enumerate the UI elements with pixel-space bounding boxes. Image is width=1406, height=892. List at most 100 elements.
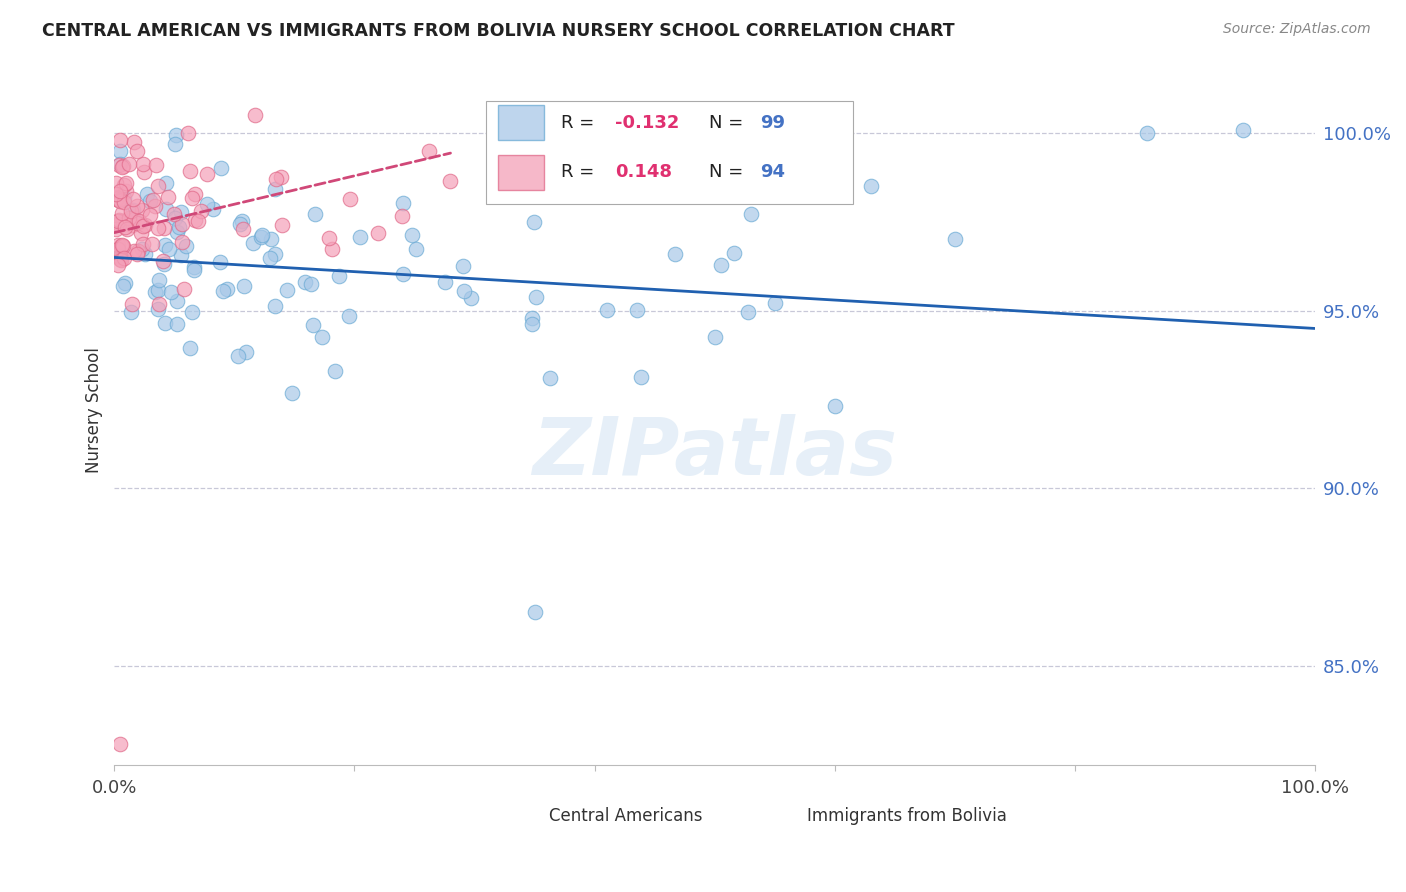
Point: [169, 204, 191, 219]
Point: [763, 296, 786, 310]
Point: [165, 137, 187, 152]
Text: 99: 99: [761, 113, 785, 132]
Point: [146, 179, 169, 194]
Point: [155, 176, 177, 190]
Point: [114, 220, 136, 235]
Point: [337, 309, 360, 323]
Text: N =: N =: [709, 113, 748, 132]
Point: [108, 194, 131, 208]
Point: [280, 386, 302, 401]
Point: [112, 279, 135, 293]
Point: [107, 258, 129, 272]
Point: [163, 211, 186, 225]
Point: [160, 285, 183, 299]
Point: [177, 126, 200, 140]
Point: [141, 237, 163, 252]
Point: [737, 305, 759, 319]
Text: Immigrants from Bolivia: Immigrants from Bolivia: [807, 807, 1007, 825]
Point: [299, 277, 322, 291]
Point: [121, 218, 143, 232]
Point: [231, 214, 253, 228]
Point: [195, 196, 218, 211]
Point: [155, 202, 177, 216]
Point: [228, 217, 250, 231]
Point: [1136, 126, 1159, 140]
Point: [110, 184, 132, 198]
Point: [710, 258, 733, 272]
Text: -0.132: -0.132: [614, 113, 679, 132]
Text: N =: N =: [709, 163, 748, 181]
Point: [125, 246, 148, 260]
Point: [276, 283, 298, 297]
Point: [143, 198, 166, 212]
Point: [259, 232, 281, 246]
Text: 0.148: 0.148: [614, 163, 672, 181]
Point: [107, 238, 129, 252]
Point: [110, 239, 132, 253]
Point: [183, 213, 205, 227]
Point: [134, 247, 156, 261]
Y-axis label: Nursery School: Nursery School: [86, 347, 103, 473]
Point: [108, 217, 131, 231]
Point: [321, 242, 343, 256]
Point: [190, 204, 212, 219]
Point: [460, 291, 482, 305]
Point: [108, 252, 131, 267]
Point: [105, 217, 128, 231]
Point: [110, 144, 132, 158]
Point: [232, 222, 254, 236]
Point: [112, 178, 135, 193]
Point: [115, 222, 138, 236]
Point: [264, 171, 287, 186]
Point: [139, 209, 162, 223]
Point: [433, 275, 456, 289]
Point: [318, 230, 340, 244]
Point: [107, 214, 129, 228]
Point: [233, 279, 256, 293]
Point: [129, 226, 152, 240]
Point: [165, 128, 187, 142]
Point: [252, 228, 274, 243]
Point: [167, 219, 190, 234]
Point: [235, 344, 257, 359]
Point: [111, 238, 134, 252]
Point: [523, 215, 546, 229]
Point: [112, 214, 135, 228]
Point: [114, 184, 136, 198]
Point: [132, 157, 155, 171]
Point: [943, 232, 966, 246]
Point: [439, 174, 461, 188]
Point: [132, 219, 155, 233]
Point: [148, 221, 170, 235]
Point: [183, 263, 205, 277]
Point: [104, 192, 127, 206]
Point: [110, 238, 132, 252]
Point: [110, 190, 132, 204]
Point: [540, 370, 562, 384]
Point: [146, 301, 169, 316]
Point: [208, 254, 231, 268]
Point: [311, 330, 333, 344]
Point: [392, 196, 415, 211]
Point: [451, 259, 474, 273]
Point: [179, 164, 201, 178]
Point: [157, 242, 180, 256]
Point: [127, 244, 149, 258]
Point: [122, 202, 145, 217]
Point: [523, 606, 546, 620]
Point: [146, 283, 169, 297]
Point: [824, 399, 846, 413]
Point: [110, 157, 132, 171]
FancyBboxPatch shape: [505, 804, 540, 829]
Point: [131, 242, 153, 256]
Point: [596, 302, 619, 317]
Point: [703, 330, 725, 344]
Point: [148, 296, 170, 310]
Point: [114, 276, 136, 290]
Point: [405, 242, 427, 256]
FancyBboxPatch shape: [499, 154, 544, 190]
Point: [118, 156, 141, 170]
Point: [122, 244, 145, 259]
Point: [110, 249, 132, 263]
Point: [626, 303, 648, 318]
